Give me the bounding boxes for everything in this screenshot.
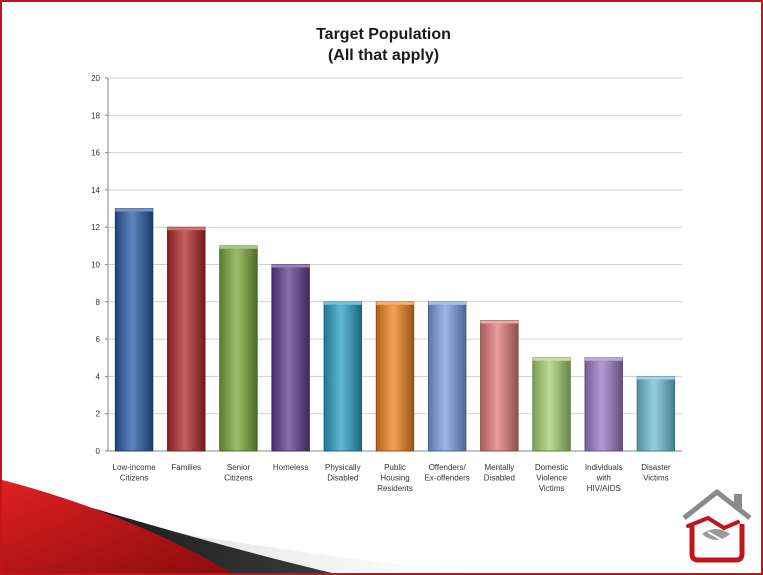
x-tick-label: Domestic Violence Victims <box>535 463 568 493</box>
x-tick-label-line: Families <box>171 463 201 472</box>
bar-top-highlight <box>584 357 623 361</box>
y-tick-label: 6 <box>96 335 101 344</box>
bar-top-highlight <box>167 227 206 231</box>
y-tick-label: 2 <box>96 410 101 419</box>
bar <box>114 208 154 452</box>
y-tick-label: 18 <box>91 111 100 120</box>
bar <box>219 245 258 452</box>
x-tick-label-line: Domestic <box>535 463 568 472</box>
x-tick-label: Families <box>171 463 201 472</box>
x-tick-label-line: Senior <box>227 463 250 472</box>
bar-top-highlight <box>428 301 466 305</box>
y-tick-label: 8 <box>96 298 101 307</box>
bar <box>532 357 571 452</box>
x-tick-label: Homeless <box>273 463 309 472</box>
x-tick-label-line: Physically <box>325 463 361 472</box>
x-tick-label-line: Housing <box>380 474 409 483</box>
bar-top-highlight <box>480 320 519 324</box>
y-tick-label: 4 <box>96 372 101 381</box>
x-tick-label: Individuals with HIV/AIDS <box>585 463 623 493</box>
x-tick-label-line: Citizens <box>224 474 252 483</box>
decorative-swoosh <box>2 480 472 573</box>
x-tick-label-line: with <box>596 474 611 483</box>
x-tick-label: Disaster Victims <box>641 463 671 483</box>
bar <box>480 320 519 452</box>
y-tick-label: 16 <box>91 149 100 158</box>
x-tick-label: Offenders/Ex-offenders <box>425 463 470 483</box>
chart-title: Target Population <box>316 26 451 43</box>
y-tick-label: 12 <box>91 223 100 232</box>
x-tick-label-line: Offenders/ <box>429 463 467 472</box>
x-tick-label: Public Housing Residents <box>377 463 413 493</box>
bar-top-highlight <box>637 376 675 380</box>
category-labels: Low-income Citizens Families Senior Citizens… <box>113 463 671 493</box>
x-tick-label-line: Victims <box>539 484 565 493</box>
bar <box>427 301 467 452</box>
x-tick-label-line: Individuals <box>585 463 623 472</box>
x-tick-label-line: HIV/AIDS <box>587 484 621 493</box>
x-tick-label: Low-income Citizens <box>113 463 157 483</box>
bar <box>167 226 206 452</box>
x-tick-label-line: Homeless <box>273 463 309 472</box>
bar <box>636 375 676 452</box>
bar <box>584 357 623 452</box>
x-tick-label-line: Residents <box>377 484 413 493</box>
y-tick-label: 20 <box>91 74 100 83</box>
x-tick-label: Senior Citizens <box>224 463 252 483</box>
bar <box>271 264 310 452</box>
bar-top-highlight <box>376 301 414 305</box>
x-tick-label-line: Mentally <box>484 463 514 472</box>
x-tick-label-line: Ex-offenders <box>425 474 470 483</box>
bar-top-highlight <box>115 208 153 212</box>
y-tick-label: 14 <box>91 186 100 195</box>
bar-top-highlight <box>532 357 571 361</box>
x-tick-label-line: Disaster <box>641 463 671 472</box>
chart-subtitle: (All that apply) <box>327 47 440 64</box>
bar-top-highlight <box>219 245 258 249</box>
bar-top-highlight <box>324 301 362 305</box>
bar-top-highlight <box>271 264 310 268</box>
x-tick-label-line: Citizens <box>120 474 148 483</box>
x-tick-label: Mentally Disabled <box>484 463 515 483</box>
bar <box>323 301 363 452</box>
x-tick-label: Physically Disabled <box>325 463 361 483</box>
x-tick-label-line: Disabled <box>484 474 515 483</box>
y-tick-label: 10 <box>91 261 100 270</box>
x-tick-label-line: Low-income <box>113 463 157 472</box>
bars <box>114 208 676 452</box>
x-tick-label-line: Violence <box>536 474 567 483</box>
bar <box>375 301 415 452</box>
house-handshake-logo-icon <box>682 489 752 563</box>
x-tick-label-line: Victims <box>643 474 669 483</box>
x-tick-label-line: Public <box>384 463 406 472</box>
y-tick-label: 0 <box>96 447 101 456</box>
x-tick-label-line: Disabled <box>327 474 358 483</box>
